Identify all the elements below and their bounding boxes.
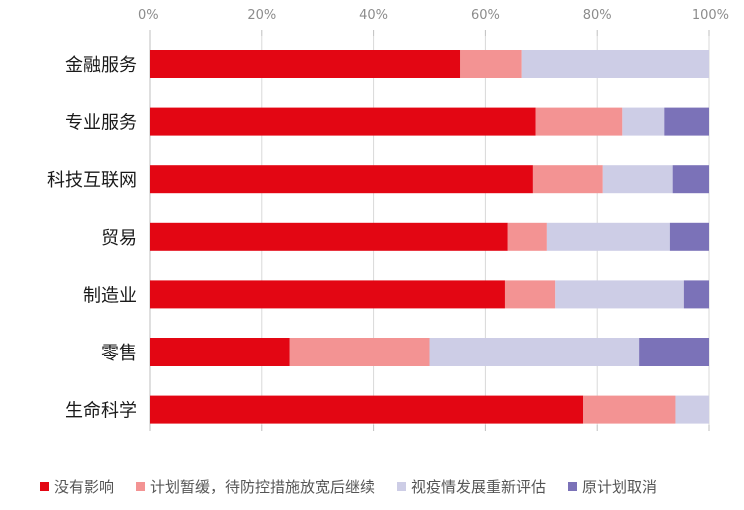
bar-segment bbox=[546, 222, 670, 251]
bar-segment bbox=[429, 338, 640, 366]
bar-segment bbox=[532, 165, 603, 194]
bar-segment bbox=[602, 165, 673, 194]
bar-segment bbox=[150, 165, 533, 194]
x-tick-label: 40% bbox=[359, 8, 388, 23]
stacked-bar-chart: 0% 20% 40% 60% 80% 100% 金融服务专业服务科技互联网贸易制造业零售生… bbox=[47, 8, 729, 431]
bar-segment bbox=[150, 222, 508, 251]
legend-item: 视疫情发展重新评估 bbox=[397, 476, 546, 497]
bar-segment bbox=[583, 395, 676, 424]
x-axis-ticks: 0% 20% 40% 60% 80% 100% bbox=[138, 8, 729, 431]
bar-segment bbox=[622, 107, 665, 136]
x-tick-label: 100% bbox=[692, 8, 729, 23]
x-tick-label: 0% bbox=[138, 8, 159, 23]
bar-segment bbox=[150, 395, 584, 424]
x-tick-label: 20% bbox=[247, 8, 276, 23]
bar-segment bbox=[683, 280, 709, 309]
legend-item: 原计划取消 bbox=[568, 476, 657, 497]
bar-segment bbox=[639, 338, 709, 366]
bar-segment bbox=[289, 338, 430, 366]
legend-swatch bbox=[136, 481, 146, 491]
legend-label: 视疫情发展重新评估 bbox=[411, 477, 547, 496]
category-label: 科技互联网 bbox=[47, 170, 137, 191]
category-label: 零售 bbox=[101, 343, 137, 364]
legend-label: 原计划取消 bbox=[582, 477, 658, 496]
legend-item: 计划暂缓，待防控措施放宽后继续 bbox=[136, 476, 375, 497]
bar-layer bbox=[150, 50, 709, 424]
bar-segment bbox=[521, 50, 709, 78]
bar-segment bbox=[675, 395, 709, 424]
legend-label: 计划暂缓，待防控措施放宽后继续 bbox=[150, 477, 376, 496]
bar-segment bbox=[460, 50, 522, 78]
x-tick-label: 60% bbox=[471, 8, 500, 23]
bar-segment bbox=[150, 280, 505, 309]
category-label: 贸易 bbox=[101, 228, 137, 249]
legend-swatch bbox=[40, 481, 49, 491]
bar-segment bbox=[504, 280, 556, 309]
bar-segment bbox=[507, 222, 547, 251]
bar-segment bbox=[669, 222, 709, 251]
legend-swatch bbox=[397, 481, 407, 491]
category-label: 金融服务 bbox=[65, 55, 137, 76]
bar-segment bbox=[664, 107, 709, 136]
x-tick-label: 80% bbox=[583, 8, 612, 23]
legend-label: 没有影响 bbox=[54, 477, 115, 496]
legend-item: 没有影响 bbox=[40, 476, 114, 497]
category-label: 制造业 bbox=[83, 285, 137, 306]
category-label: 专业服务 bbox=[65, 113, 137, 134]
chart-legend: 没有影响 计划暂缓，待防控措施放宽后继续 视疫情发展重新评估 原计划取消 bbox=[40, 476, 679, 496]
bar-segment bbox=[535, 107, 623, 136]
bar-segment bbox=[150, 338, 290, 366]
bar-segment bbox=[672, 165, 709, 194]
bar-segment bbox=[150, 107, 536, 136]
bar-segment bbox=[150, 50, 461, 78]
legend-swatch bbox=[568, 481, 578, 491]
bar-segment bbox=[555, 280, 684, 309]
category-label: 生命科学 bbox=[65, 401, 137, 422]
